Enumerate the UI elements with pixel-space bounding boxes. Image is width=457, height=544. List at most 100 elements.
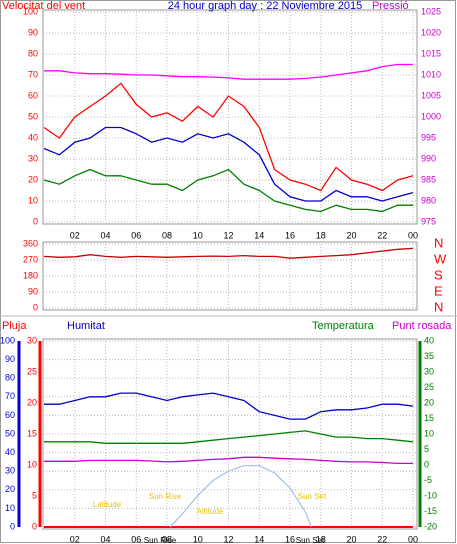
x-tick-label: 14 <box>254 534 264 544</box>
y-tick-label: 30 <box>5 466 15 476</box>
series-line <box>43 168 413 213</box>
chart-title: 24 hour graph day : 22 Noviembre 2015 <box>168 0 362 12</box>
y2-tick-label: W <box>434 251 447 266</box>
y2-tick-label: 975 <box>421 216 436 226</box>
y2-tick-label: 15 <box>424 413 434 423</box>
y-tick-label: 30 <box>28 153 38 163</box>
y-tick-label: 10 <box>28 195 38 205</box>
series-line <box>43 82 414 192</box>
y2-tick-label: 980 <box>421 195 436 205</box>
y-tick-label: 60 <box>28 90 38 100</box>
y2-tick-label: 0 <box>424 459 429 469</box>
y-tick-label: 10 <box>5 503 15 513</box>
y2-tick-label: E <box>434 283 443 298</box>
y2-tick-label: 35 <box>424 351 434 361</box>
y2-tick-label: 985 <box>421 174 436 184</box>
y3-tick-label: 20 <box>27 397 37 407</box>
y3-tick-label: 15 <box>27 428 37 438</box>
series-line <box>44 430 414 444</box>
x-tick-label: 06 <box>131 534 141 544</box>
y-tick-label: 70 <box>28 69 38 79</box>
x-tick-label: 02 <box>70 230 80 240</box>
series-line <box>169 464 313 528</box>
annotation: Sun Rise <box>144 536 177 544</box>
y-tick-label: 180 <box>23 270 38 280</box>
y2-tick-label: S <box>434 267 443 282</box>
x-tick-label: 10 <box>193 230 203 240</box>
x-tick-label: 06 <box>131 230 141 240</box>
x-tick-label: 04 <box>100 230 110 240</box>
x-tick-label: 08 <box>162 230 172 240</box>
y-tick-label: 270 <box>23 254 38 264</box>
y-tick-label: 80 <box>5 373 15 383</box>
series-line <box>44 392 414 420</box>
legend-entry: Humitat <box>67 320 105 332</box>
x-tick-label: 14 <box>254 230 264 240</box>
x-tick-label: 22 <box>377 534 387 544</box>
y-tick-label: 20 <box>28 174 38 184</box>
y2-tick-label: 995 <box>421 132 436 142</box>
y2-tick-label: 1015 <box>421 48 441 58</box>
y2-axis-title: Pressió <box>372 0 409 12</box>
y2-tick-label: 10 <box>424 428 434 438</box>
y2-tick-label: 1000 <box>421 111 441 121</box>
x-tick-label: 12 <box>223 230 233 240</box>
annotation: Latitude <box>93 500 122 509</box>
legend-entry: Pluja <box>2 320 27 332</box>
y2-tick-label: 990 <box>421 153 436 163</box>
y-tick-label: 0 <box>33 216 38 226</box>
x-tick-label: 00 <box>408 534 418 544</box>
y3-tick-label: 25 <box>27 366 37 376</box>
x-tick-label: 20 <box>346 534 356 544</box>
y2-tick-label: N <box>434 235 443 250</box>
legend-entry: Temperatura <box>312 320 375 332</box>
x-tick-label: 20 <box>346 230 356 240</box>
series-line <box>43 126 414 202</box>
annotation: Sun Set <box>296 536 325 544</box>
y-tick-label: 50 <box>28 111 38 121</box>
x-tick-label: 18 <box>316 534 326 544</box>
annotation: Sun Rise <box>149 492 182 501</box>
x-tick-label: 22 <box>377 230 387 240</box>
x-tick-label: 16 <box>285 230 295 240</box>
y-tick-label: 90 <box>28 286 38 296</box>
y-tick-label: 80 <box>28 48 38 58</box>
y2-tick-label: 40 <box>424 335 434 345</box>
y-tick-label: 20 <box>5 484 15 494</box>
y-tick-label: 60 <box>5 410 15 420</box>
y3-tick-label: 0 <box>32 521 37 531</box>
x-tick-label: 02 <box>70 534 80 544</box>
series-line <box>44 63 413 80</box>
y-tick-label: 100 <box>23 6 38 16</box>
y2-tick-label: -5 <box>424 475 432 485</box>
annotation: Altitude <box>197 507 224 516</box>
y-tick-label: 40 <box>5 447 15 457</box>
y2-tick-label: 5 <box>424 444 429 454</box>
x-tick-label: 10 <box>193 534 203 544</box>
legend-entry: Punt rosada <box>392 320 452 332</box>
y2-tick-label: 1010 <box>421 69 441 79</box>
y-tick-label: 360 <box>23 238 38 248</box>
y2-tick-label: -10 <box>424 490 437 500</box>
y2-tick-label: -15 <box>424 506 437 516</box>
y-tick-label: 90 <box>5 354 15 364</box>
y-tick-label: 100 <box>0 335 15 345</box>
y3-tick-label: 10 <box>27 459 37 469</box>
x-tick-label: 18 <box>316 230 326 240</box>
y2-tick-label: 30 <box>424 366 434 376</box>
y2-tick-label: -20 <box>424 521 437 531</box>
y2-tick-label: N <box>434 299 443 314</box>
x-tick-label: 08 <box>162 534 172 544</box>
y-tick-label: 40 <box>28 132 38 142</box>
x-tick-label: 04 <box>100 534 110 544</box>
series-line <box>44 456 413 465</box>
y-axis-title: Velocitat del vent <box>2 0 85 12</box>
x-tick-label: 12 <box>223 534 233 544</box>
annotation: Sun Set <box>298 492 327 501</box>
y3-tick-label: 5 <box>32 490 37 500</box>
y2-tick-label: 1025 <box>421 6 441 16</box>
y2-tick-label: 1020 <box>421 27 441 37</box>
y-tick-label: 0 <box>33 302 38 312</box>
y-tick-label: 70 <box>5 391 15 401</box>
x-tick-label: 00 <box>408 230 418 240</box>
